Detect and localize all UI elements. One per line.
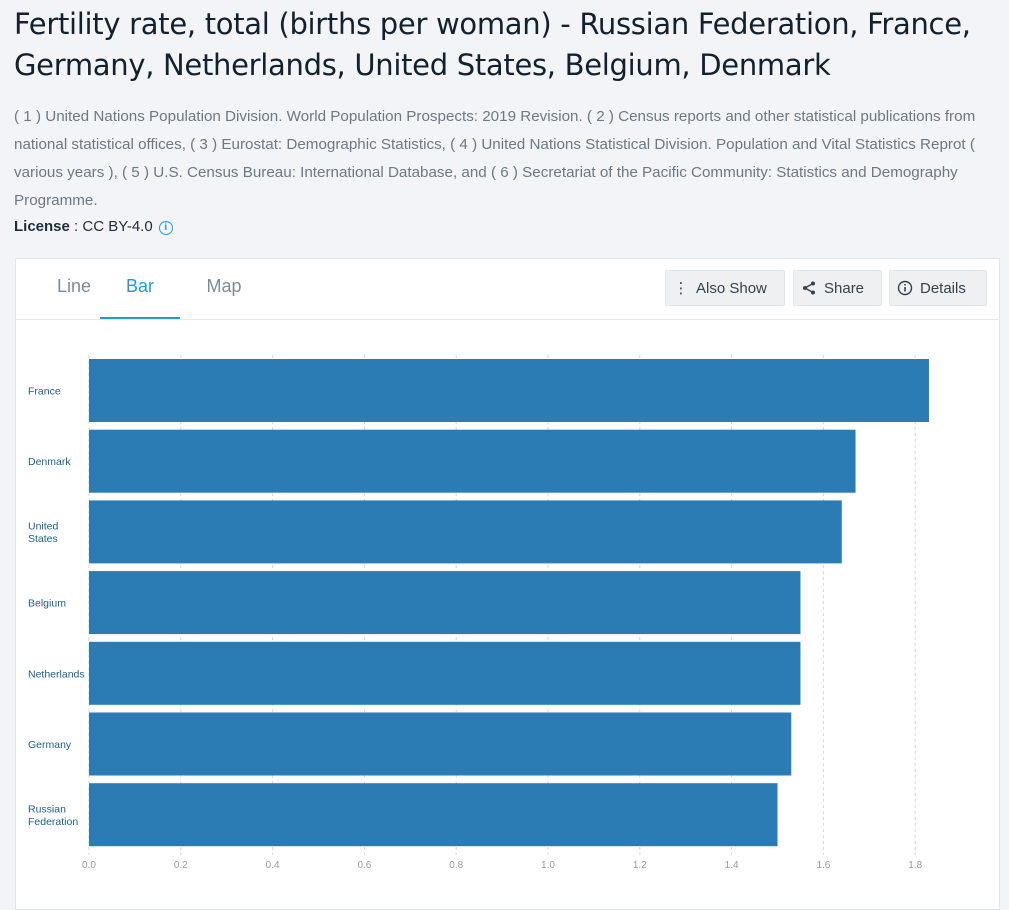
category-labels: France Denmark United States Belgium Netherla… [28,386,85,828]
category-label: Russian Federation [28,803,78,828]
x-tick-label: 0.6 [357,860,371,871]
x-tick-label: 0.4 [266,860,280,871]
x-tick-label: 1.4 [725,860,739,871]
chart-panel: Line Bar Map ⋮ Also Show Share Details [15,258,1000,910]
category-label: Germany [28,739,72,751]
view-tabs: Line Bar Map ⋮ Also Show Share Details [16,259,999,320]
x-tick-labels: 0.0 0.2 0.4 0.6 0.8 1.0 1.2 1.4 1.6 1.8 [82,860,923,871]
also-show-label: Also Show [696,280,767,297]
share-label: Share [824,280,865,297]
x-tick-label: 1.8 [908,860,922,871]
bar[interactable] [89,429,856,493]
share-button[interactable]: Share [793,270,882,306]
license-value: : CC BY-4.0 [69,218,153,235]
bar[interactable] [89,641,801,705]
category-label: United States [28,521,59,546]
also-show-button[interactable]: ⋮ Also Show [665,270,785,306]
bar[interactable] [89,359,929,422]
bar-chart: France Denmark United States Belgium Netherla… [28,355,929,871]
tab-bar[interactable]: Bar [100,259,180,319]
x-tick-label: 1.2 [633,860,647,871]
tab-map[interactable]: Map [206,276,242,296]
category-label: France [28,386,61,398]
category-label: Denmark [28,456,71,468]
bar[interactable] [89,712,792,776]
license-line: License : CC BY-4.0 i [14,218,173,235]
license-label: License [14,218,70,235]
bar[interactable] [89,571,801,635]
page-title: Fertility rate, total (births per woman)… [14,7,971,82]
tab-line[interactable]: Line [56,276,92,296]
source-notes: ( 1 ) United Nations Population Division… [14,108,976,209]
x-tick-label: 0.0 [82,860,96,871]
bar[interactable] [89,783,778,847]
x-tick-label: 0.8 [449,860,463,871]
share-icon [794,271,824,307]
x-tick-label: 1.6 [816,860,830,871]
more-vertical-icon: ⋮ [673,280,689,297]
category-label: Belgium [28,598,66,610]
details-button[interactable]: Details [889,270,987,306]
details-label: Details [920,280,966,297]
category-label: Netherlands [28,668,85,680]
info-circle-icon [890,271,920,307]
x-tick-label: 0.2 [174,860,188,871]
info-icon[interactable]: i [158,221,173,235]
bar[interactable] [89,500,842,564]
x-tick-label: 1.0 [541,860,555,871]
chart-bars [89,359,929,847]
